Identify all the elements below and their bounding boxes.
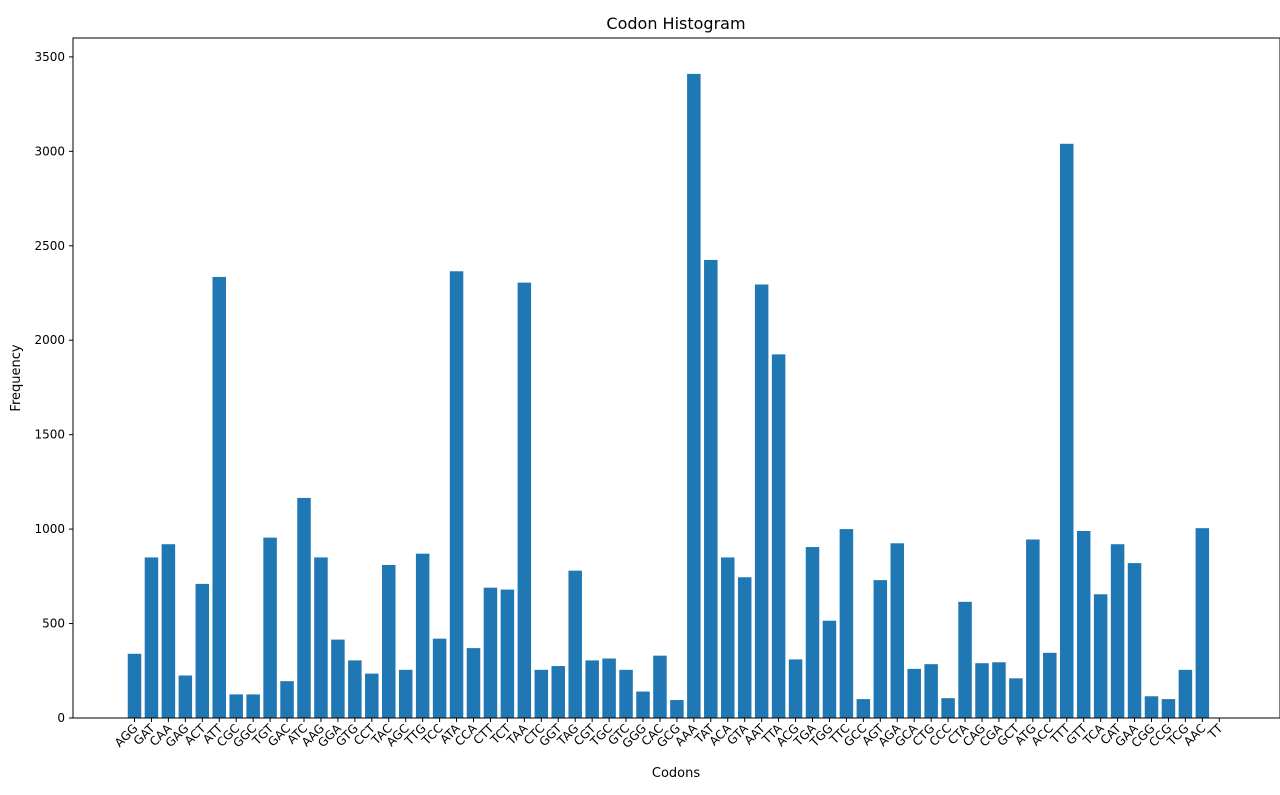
bar-gtc bbox=[619, 669, 633, 718]
bar-tcg bbox=[1178, 669, 1193, 718]
bar-cta bbox=[958, 601, 972, 718]
bar-gtg bbox=[348, 660, 362, 718]
bars bbox=[127, 73, 1210, 718]
bar-cat bbox=[1110, 544, 1125, 718]
bar-ttg bbox=[415, 553, 430, 718]
bar-ggg bbox=[636, 691, 650, 718]
bar-ccc bbox=[941, 698, 955, 718]
bar-ttc bbox=[839, 529, 854, 718]
bar-gcc bbox=[856, 699, 871, 718]
bar-tca bbox=[1093, 594, 1108, 718]
bar-gac bbox=[280, 681, 294, 718]
bar-ctt bbox=[483, 587, 498, 718]
bar-tat bbox=[704, 259, 718, 718]
bar-tcc bbox=[432, 638, 447, 718]
bar-cca bbox=[466, 648, 481, 718]
bar-gct bbox=[1009, 678, 1023, 718]
bar-cgt bbox=[585, 660, 599, 718]
y-tick-label: 3000 bbox=[34, 144, 65, 158]
y-tick-label: 3500 bbox=[34, 50, 65, 64]
bar-tga bbox=[805, 547, 820, 718]
bar-aga bbox=[890, 543, 904, 718]
x-axis-label: Codons bbox=[652, 766, 700, 781]
bar-cga bbox=[992, 662, 1006, 718]
bar-agg bbox=[127, 653, 142, 718]
bar-acg bbox=[788, 659, 803, 718]
y-tick-label: 1500 bbox=[34, 428, 65, 442]
y-axis-label: Frequency bbox=[9, 344, 24, 411]
bar-gaa bbox=[1127, 563, 1142, 718]
bar-tct bbox=[500, 589, 515, 718]
bar-aac bbox=[1195, 528, 1210, 718]
bar-atg bbox=[1026, 539, 1040, 718]
bar-cgc bbox=[229, 694, 243, 718]
bar-caa bbox=[161, 544, 176, 718]
y-tick-label: 2000 bbox=[34, 333, 65, 347]
bar-cct bbox=[365, 673, 379, 718]
bar-cgg bbox=[1144, 696, 1159, 718]
bar-act bbox=[195, 583, 210, 718]
bar-ggc bbox=[246, 694, 260, 718]
bar-agt bbox=[873, 580, 888, 718]
bar-gca bbox=[907, 668, 921, 718]
bar-agc bbox=[398, 669, 413, 718]
bar-cac bbox=[653, 655, 667, 718]
y-tick-label: 1000 bbox=[34, 522, 65, 536]
bar-ggt bbox=[551, 666, 565, 718]
bar-cag bbox=[975, 663, 989, 718]
bar-tgg bbox=[822, 620, 837, 718]
bar-tgt bbox=[263, 537, 277, 718]
bar-tta bbox=[771, 354, 786, 718]
bar-gga bbox=[331, 639, 345, 718]
bar-ata bbox=[449, 271, 464, 718]
bar-ctg bbox=[924, 664, 938, 718]
bar-att bbox=[212, 276, 226, 718]
y-tick-label: 2500 bbox=[34, 239, 65, 253]
bar-ccg bbox=[1161, 699, 1176, 718]
bar-aag bbox=[314, 557, 328, 718]
bar-acc bbox=[1043, 652, 1057, 718]
bar-gtt bbox=[1076, 531, 1091, 718]
bar-gag bbox=[178, 675, 193, 718]
bar-aaa bbox=[687, 73, 701, 718]
x-tick-label: TT bbox=[1205, 721, 1226, 742]
bar-ctc bbox=[534, 669, 549, 718]
plot-frame bbox=[72, 37, 1280, 719]
y-axis-ticks: 0 500 1000 1500 2000 2500 3000 3500 bbox=[34, 50, 73, 725]
y-tick-label: 0 bbox=[57, 711, 65, 725]
bar-tac bbox=[382, 565, 396, 718]
bar-tag bbox=[568, 570, 582, 718]
bar-aat bbox=[754, 284, 769, 718]
bar-ttt bbox=[1060, 143, 1074, 718]
bar-gat bbox=[144, 557, 159, 718]
y-tick-label: 500 bbox=[42, 617, 65, 631]
bar-taa bbox=[517, 282, 532, 718]
bar-gcg bbox=[670, 700, 684, 718]
bar-atc bbox=[297, 497, 311, 718]
bar-aca bbox=[721, 557, 735, 718]
chart-title: Codon Histogram bbox=[606, 14, 745, 33]
bar-tgc bbox=[602, 658, 616, 718]
bar-gta bbox=[737, 577, 752, 718]
x-axis-ticks: AGGGATCAAGAGACTATTCGCGGCTGTGACATCAAGGGAG… bbox=[112, 718, 1226, 751]
